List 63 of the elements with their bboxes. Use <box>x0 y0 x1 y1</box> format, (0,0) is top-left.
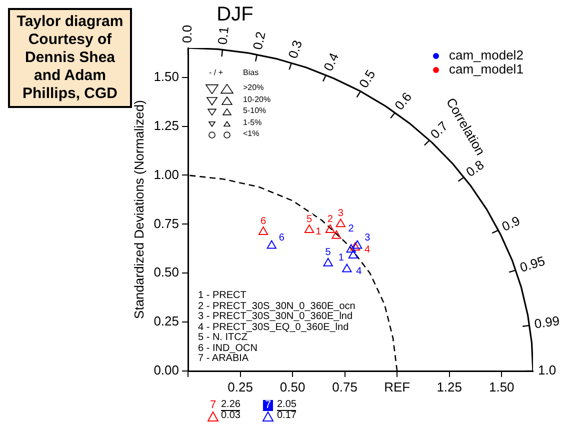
annotation: Bias <box>243 68 259 77</box>
annotation: 0.3 <box>285 38 306 60</box>
y-tick-label: 0.00 <box>154 362 179 378</box>
legend-label: cam_model1 <box>449 62 524 77</box>
y-tick-label: 0.50 <box>154 264 179 280</box>
annotation: 0.2 <box>250 30 268 52</box>
text: 0.1 <box>214 26 232 46</box>
x-tick-label: 0.75 <box>332 379 358 394</box>
chart-title: DJF <box>216 4 254 26</box>
y-tick-label: 0.75 <box>154 216 179 231</box>
annotation: 2 <box>327 214 334 225</box>
text: 2.26 <box>221 399 240 411</box>
text: 0.03 <box>221 410 240 421</box>
y-axis-title: Standardized Deviations (Normalized) <box>131 100 146 319</box>
annotation: 1 <box>338 252 344 264</box>
x-tick-label: 1.50 <box>488 379 514 394</box>
y-tick-label: 1.00 <box>154 166 179 182</box>
annotation: 6 <box>260 216 266 227</box>
annotation: 3 - PRECT_30S_30N_0_360E_lnd <box>198 311 353 322</box>
annotation: 0.4 <box>320 50 342 74</box>
annotation: 5 <box>306 214 312 225</box>
x-tick-label: 0.50 <box>280 379 306 394</box>
text: 0.17 <box>277 410 296 421</box>
annotation: >20% <box>243 83 264 92</box>
annotation: 2 <box>348 223 354 234</box>
annotation: 5-10% <box>243 106 266 115</box>
annotation: 10-20% <box>243 94 271 104</box>
x-tick-label: 0.25 <box>228 379 253 394</box>
annotation: 7 - ARABIA <box>198 353 249 364</box>
annotation: - / + <box>209 68 224 77</box>
text: 7 <box>210 399 216 411</box>
annotation: 2 - PRECT_30S_30N_0_360E_ocn <box>198 300 356 312</box>
annotation: 4 <box>356 266 362 277</box>
annotation: 1 - PRECT <box>198 290 246 301</box>
annotation: 4 <box>364 244 370 256</box>
annotation: 5 - N. ITCZ <box>198 332 248 343</box>
y-tick-label: 1.25 <box>154 118 179 133</box>
annotation: 0.7 <box>427 118 451 142</box>
annotation: 3 <box>364 232 371 244</box>
annotation: <1% <box>243 129 260 138</box>
annotation: 1 <box>316 226 322 238</box>
y-tick-label: 1.50 <box>154 68 179 84</box>
annotation: 0.95 <box>518 253 547 275</box>
annotation: 6 - IND_OCN <box>198 342 258 354</box>
legend-label: cam_model2 <box>449 48 524 63</box>
x-tick-label: REF <box>384 379 410 394</box>
annotation: 0.6 <box>392 89 415 113</box>
text: 2.05 <box>277 399 296 411</box>
annotation: 6 <box>278 232 285 244</box>
annotation: 4 - PRECT_30S_EQ_0_360E_lnd <box>198 322 349 332</box>
annotation: 0.5 <box>356 67 378 90</box>
text: 1.0 <box>538 362 556 378</box>
x-tick-label: 1.25 <box>436 379 462 394</box>
annotation: 0.9 <box>500 213 522 234</box>
text: Taylor diagram Courtesy of Dennis Shea and Adam Phillips, CGD <box>8 8 132 108</box>
annotation: 0.8 <box>463 157 487 180</box>
y-tick-label: 0.25 <box>154 314 179 329</box>
annotation: 3 <box>338 208 344 219</box>
annotation: 1-5% <box>243 118 262 126</box>
text: 0.0 <box>180 24 195 43</box>
annotation: 5 <box>325 247 332 258</box>
text: 7 <box>263 399 274 411</box>
text: 0.99 <box>533 313 560 332</box>
